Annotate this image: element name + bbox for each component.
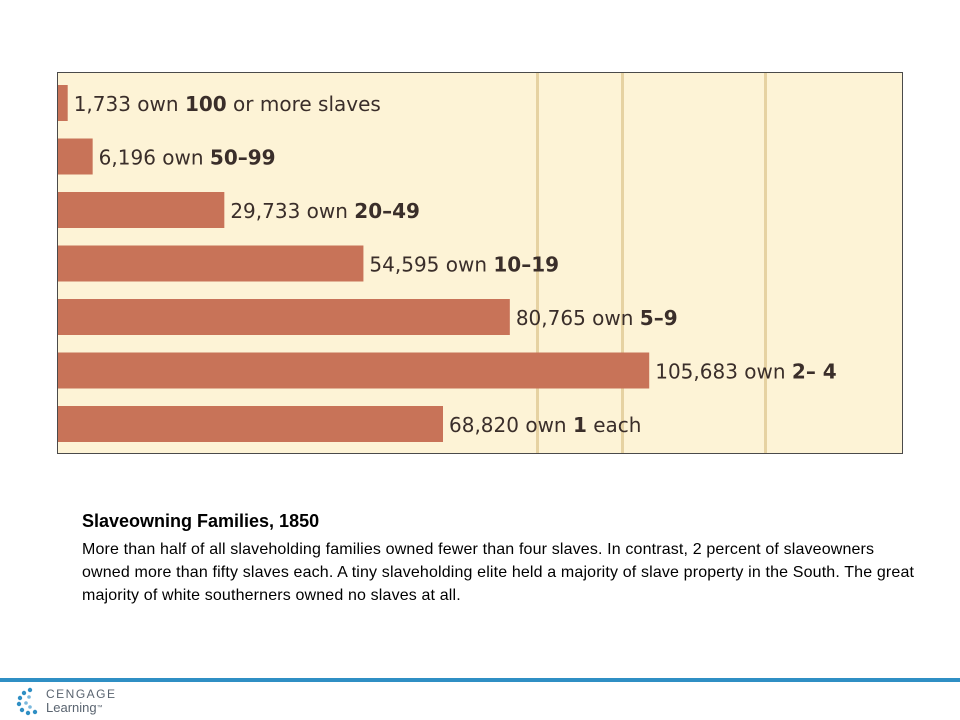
bar-label-7: 68,820 own 1 each	[449, 413, 641, 437]
chart-frame: 1,733 own 100 or more slaves 6,196 own 50…	[57, 72, 903, 454]
bar-3	[58, 192, 225, 228]
logo-brand: CENGAGE	[46, 687, 117, 701]
gridline	[764, 73, 767, 453]
bar-label-5: 80,765 own 5–9	[516, 306, 678, 330]
bar-6	[58, 352, 650, 389]
bar-2	[58, 138, 93, 175]
bar-label-2: 6,196 own 50–99	[99, 146, 276, 170]
cengage-logo: CENGAGE Learning™	[14, 684, 117, 718]
bar-4	[58, 245, 364, 282]
logo-subbrand: Learning	[46, 700, 97, 715]
bar-label-6: 105,683 own 2– 4	[655, 360, 837, 384]
bar-1	[58, 85, 68, 121]
logo-text: CENGAGE Learning™	[46, 687, 117, 715]
cengage-logo-icon	[16, 687, 38, 716]
logo-trademark: ™	[96, 705, 103, 711]
bar-label-1: 1,733 own 100 or more slaves	[74, 92, 381, 116]
bar-chart: 1,733 own 100 or more slaves 6,196 own 50…	[58, 73, 837, 453]
caption-title: Slaveowning Families, 1850	[82, 511, 320, 531]
bar-label-4: 54,595 own 10–19	[369, 253, 559, 277]
bar-7	[58, 406, 444, 442]
caption-text: More than half of all slaveholding famil…	[82, 541, 915, 604]
caption: Slaveowning Families, 1850 More than hal…	[82, 510, 922, 607]
gridline	[621, 73, 624, 453]
footer-rule	[0, 678, 960, 682]
bar-5	[58, 299, 510, 335]
bar-label-3: 29,733 own 20–49	[230, 199, 420, 223]
gridline	[536, 73, 539, 453]
